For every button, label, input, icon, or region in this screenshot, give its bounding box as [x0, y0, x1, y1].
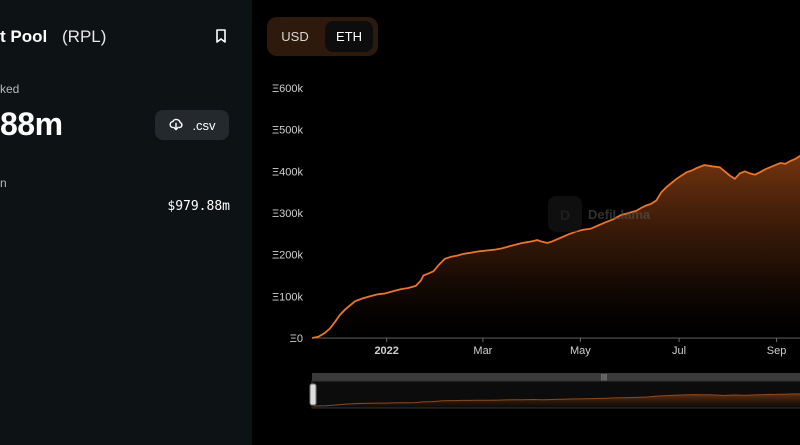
- tvl-value: 88m: [0, 106, 63, 142]
- bookmark-icon[interactable]: [212, 27, 230, 45]
- y-tick-label: Ξ200k: [272, 250, 304, 262]
- currency-toggle: USD ETH: [267, 17, 378, 56]
- tvl-label: ked: [0, 82, 20, 96]
- download-csv-label: .csv: [192, 117, 216, 133]
- x-tick-label: May: [570, 345, 591, 357]
- protocol-name: t Pool: [0, 27, 48, 46]
- slider-grip-icon: |||: [601, 373, 607, 382]
- y-tick-label: Ξ0: [290, 333, 303, 345]
- protocol-header: t Pool (RPL): [0, 25, 252, 49]
- zoom-slider-preview-line: [313, 393, 800, 407]
- y-tick-label: Ξ300k: [272, 208, 304, 220]
- x-tick-label: 2022: [374, 345, 398, 357]
- chain-breakdown-value: $979.88m: [167, 199, 230, 214]
- cloud-download-icon: [168, 116, 184, 135]
- protocol-ticker: (RPL): [62, 27, 107, 46]
- chain-breakdown-label: n: [0, 176, 7, 190]
- x-tick-label: Mar: [473, 345, 492, 357]
- protocol-summary-panel: t Pool (RPL) ked 88m .csv n $979.88m: [0, 0, 252, 445]
- y-tick-label: Ξ500k: [272, 125, 304, 137]
- toggle-eth[interactable]: ETH: [325, 21, 373, 52]
- y-tick-label: Ξ600k: [272, 83, 304, 95]
- zoom-slider-left-handle[interactable]: [309, 383, 317, 406]
- tvl-chart: Ξ0 Ξ100k Ξ200k Ξ300k Ξ400k Ξ500k Ξ600k 2022 Mar…: [272, 83, 800, 409]
- zoom-slider-bar[interactable]: [312, 373, 800, 381]
- download-csv-button[interactable]: .csv: [155, 110, 229, 140]
- y-tick-label: Ξ400k: [272, 166, 304, 178]
- x-tick-label: Jul: [672, 345, 686, 357]
- tvl-area: [312, 155, 800, 338]
- y-tick-label: Ξ100k: [272, 291, 304, 303]
- toggle-usd[interactable]: USD: [281, 29, 309, 44]
- svg-text:D: D: [560, 207, 570, 223]
- tvl-line: [311, 154, 800, 339]
- defillama-watermark: D DefiLlama: [548, 196, 651, 232]
- x-tick-label: Sep: [767, 345, 787, 357]
- zoom-slider-preview: [314, 393, 800, 406]
- tvl-chart-area: USD ETH Ξ0 Ξ100k Ξ200k Ξ300k Ξ400k Ξ500k Ξ600k…: [252, 0, 800, 445]
- watermark-text: DefiLlama: [588, 207, 651, 222]
- zoom-slider-track[interactable]: [311, 380, 800, 409]
